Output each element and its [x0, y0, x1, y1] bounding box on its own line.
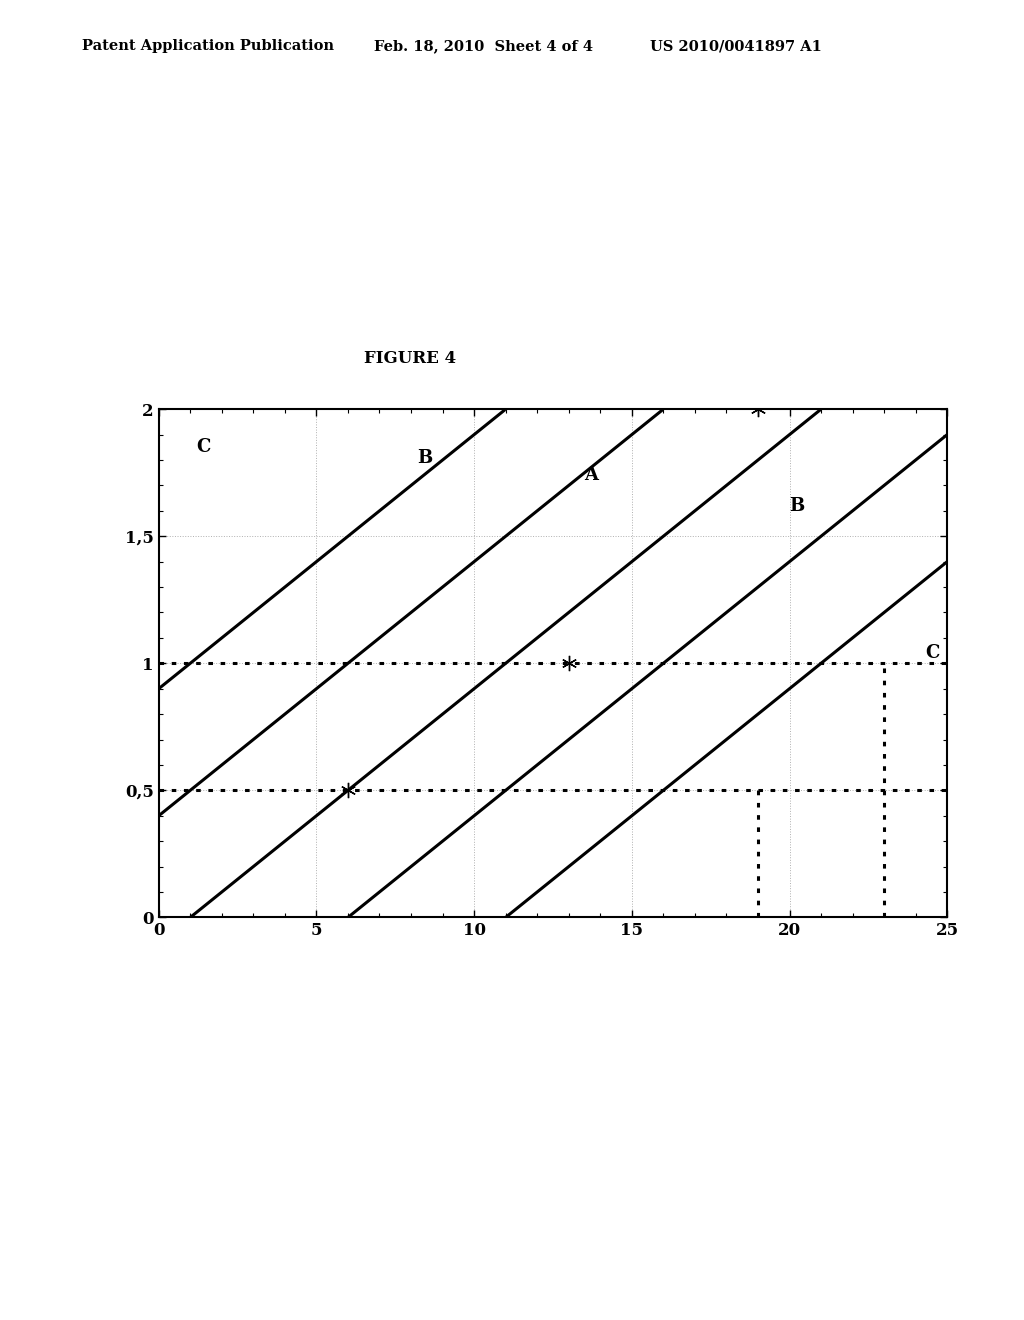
- Text: Feb. 18, 2010  Sheet 4 of 4: Feb. 18, 2010 Sheet 4 of 4: [374, 40, 593, 53]
- Text: FIGURE 4: FIGURE 4: [364, 350, 456, 367]
- Text: C: C: [197, 438, 211, 457]
- Text: Patent Application Publication: Patent Application Publication: [82, 40, 334, 53]
- Text: A: A: [585, 466, 598, 484]
- Text: C: C: [925, 644, 939, 663]
- Text: B: B: [790, 496, 805, 515]
- Text: B: B: [418, 449, 432, 466]
- Text: US 2010/0041897 A1: US 2010/0041897 A1: [650, 40, 822, 53]
